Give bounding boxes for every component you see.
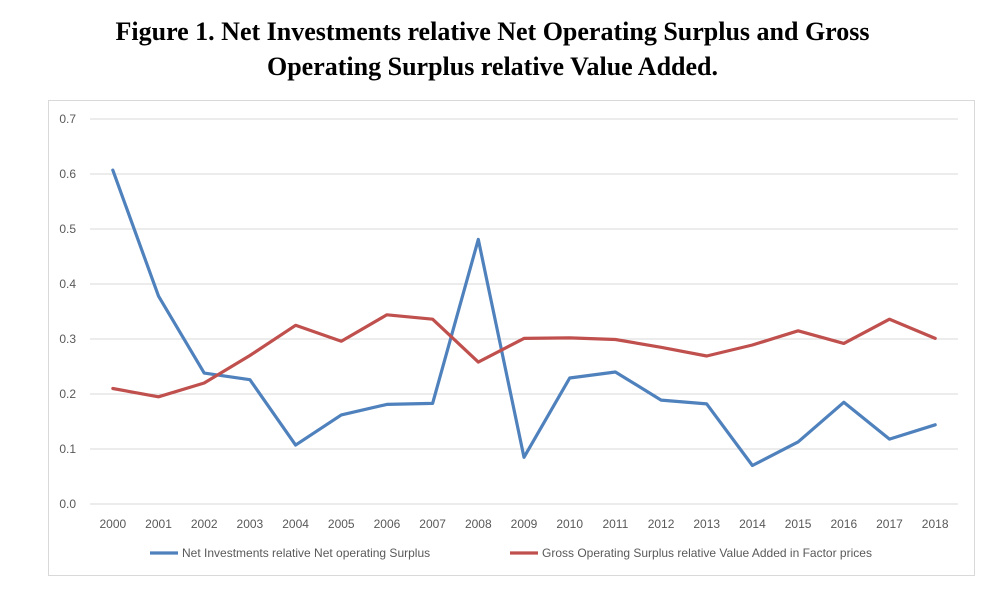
x-tick-label: 2000 <box>99 517 126 531</box>
y-tick-label: 0.6 <box>59 167 76 181</box>
legend-label-2: Gross Operating Surplus relative Value A… <box>542 546 872 560</box>
x-tick-label: 2003 <box>237 517 264 531</box>
x-tick-label: 2012 <box>648 517 675 531</box>
x-tick-label: 2008 <box>465 517 492 531</box>
chart-title-line-1: Figure 1. Net Investments relative Net O… <box>115 17 870 46</box>
x-tick-label: 2017 <box>876 517 903 531</box>
x-tick-label: 2013 <box>693 517 720 531</box>
chart-title-line-2: Operating Surplus relative Value Added. <box>267 52 718 81</box>
x-tick-label: 2004 <box>282 517 309 531</box>
series-line-2 <box>111 313 937 399</box>
series-line-1 <box>111 168 937 468</box>
legend-label-1: Net Investments relative Net operating S… <box>182 546 430 560</box>
x-tick-label: 2002 <box>191 517 218 531</box>
x-tick-label: 2015 <box>785 517 812 531</box>
y-tick-label: 0.3 <box>59 332 76 346</box>
x-tick-label: 2006 <box>374 517 401 531</box>
y-tick-label: 0.0 <box>59 497 76 511</box>
y-tick-label: 0.7 <box>59 112 76 126</box>
y-tick-label: 0.2 <box>59 387 76 401</box>
y-tick-label: 0.4 <box>59 277 76 291</box>
chart-title: Figure 1. Net Investments relative Net O… <box>0 14 985 84</box>
y-tick-label: 0.5 <box>59 222 76 236</box>
y-tick-label: 0.1 <box>59 442 76 456</box>
x-tick-label: 2011 <box>602 517 628 531</box>
x-tick-label: 2018 <box>922 517 949 531</box>
x-tick-label: 2016 <box>830 517 857 531</box>
x-tick-label: 2010 <box>556 517 583 531</box>
x-tick-label: 2014 <box>739 517 766 531</box>
x-tick-label: 2001 <box>145 517 172 531</box>
x-tick-label: 2005 <box>328 517 355 531</box>
x-tick-label: 2009 <box>511 517 538 531</box>
x-tick-label: 2007 <box>419 517 446 531</box>
